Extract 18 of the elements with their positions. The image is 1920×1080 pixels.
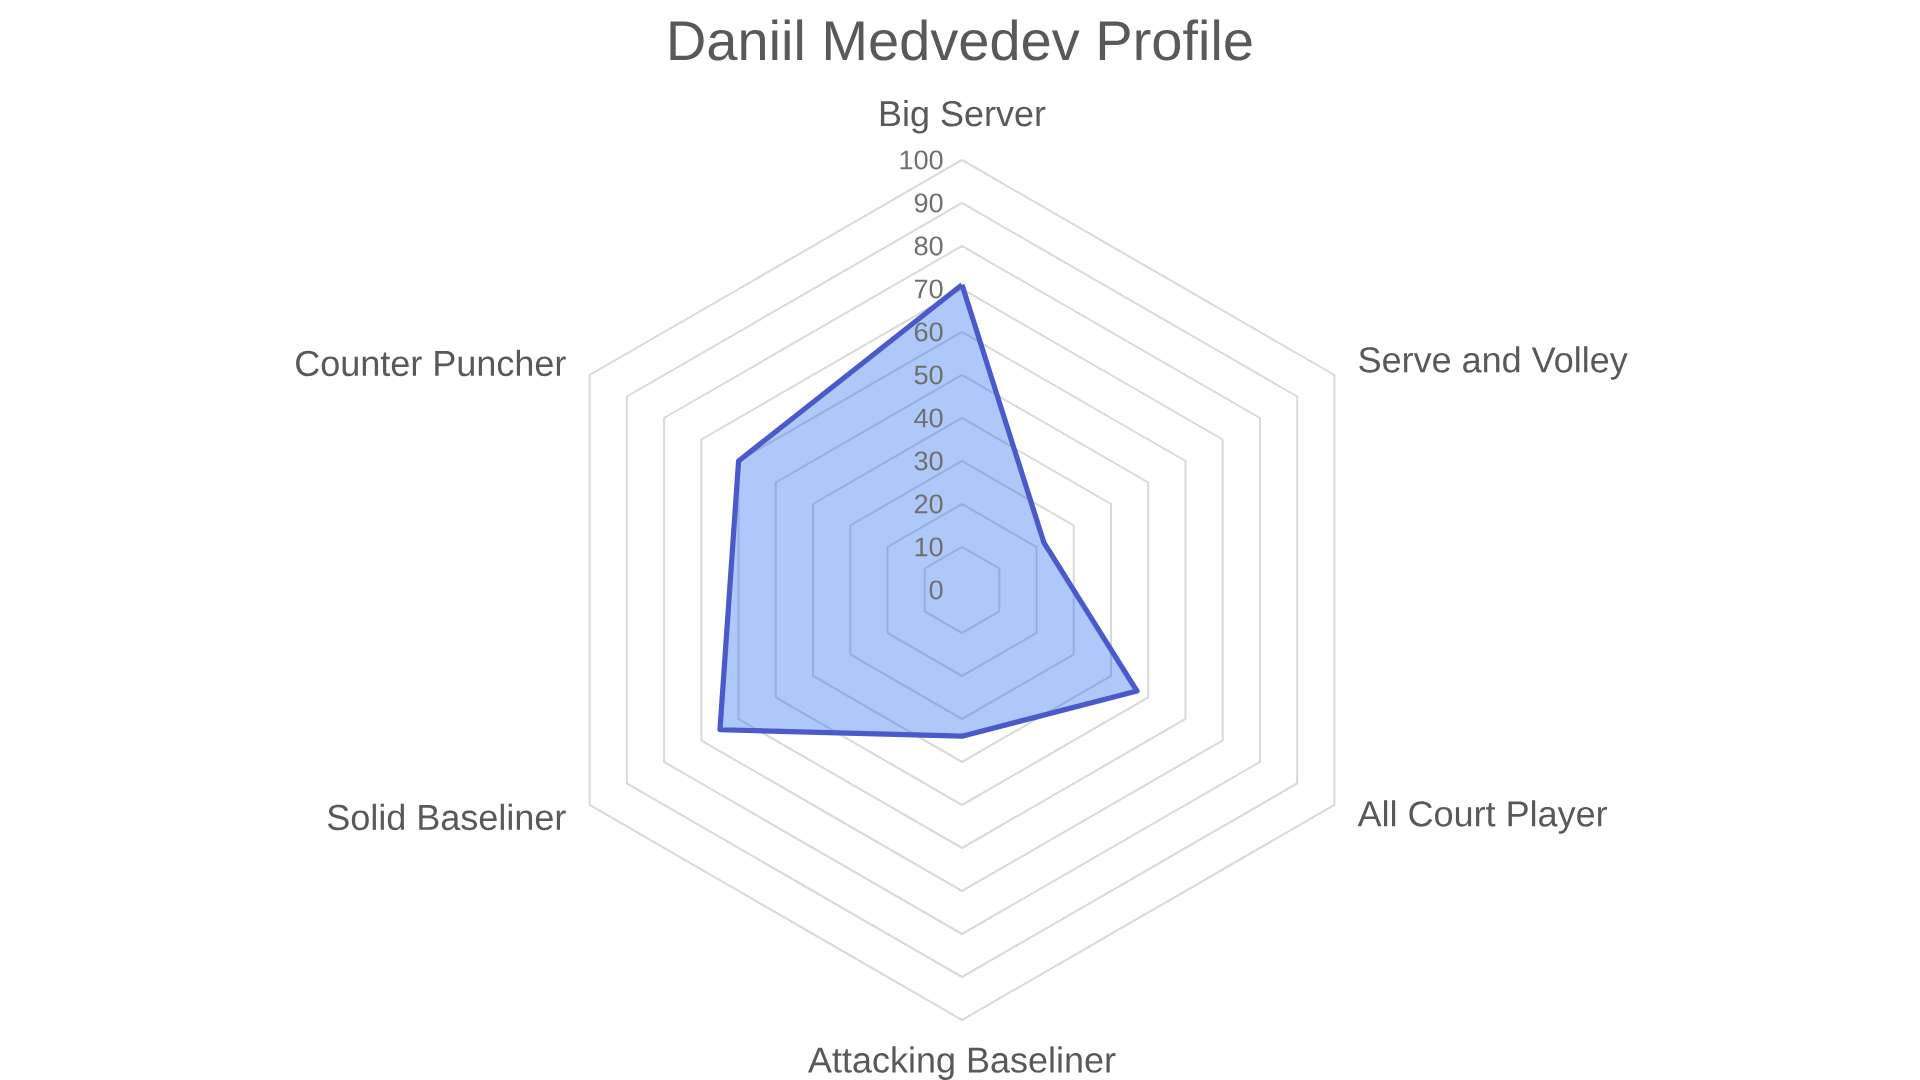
y-tick-label: 90: [914, 193, 943, 213]
spoke-label: Attacking Baseliner: [807, 1046, 1116, 1080]
spoke-label: Counter Puncher: [296, 349, 566, 377]
y-tick-label: 70: [914, 279, 943, 299]
y-tick-label: 20: [914, 494, 943, 514]
y-tick-label: 100: [900, 150, 943, 170]
y-tick-label: 40: [914, 408, 943, 428]
chart-title: Daniil Medvedev Profile: [670, 19, 1252, 61]
y-tick-label: 80: [914, 236, 943, 256]
spoke-label: Serve and Volley: [1359, 346, 1628, 380]
y-tick-label: 60: [914, 322, 943, 342]
y-tick-label: 30: [914, 451, 943, 471]
y-tick-label: 0: [929, 580, 943, 600]
spoke-label: Solid Baseliner: [327, 803, 566, 831]
y-tick-label: 10: [915, 537, 943, 557]
spoke-label: Big Server: [880, 100, 1046, 134]
y-tick-label: 50: [914, 365, 943, 385]
spoke-label: All Court Player: [1357, 800, 1608, 834]
